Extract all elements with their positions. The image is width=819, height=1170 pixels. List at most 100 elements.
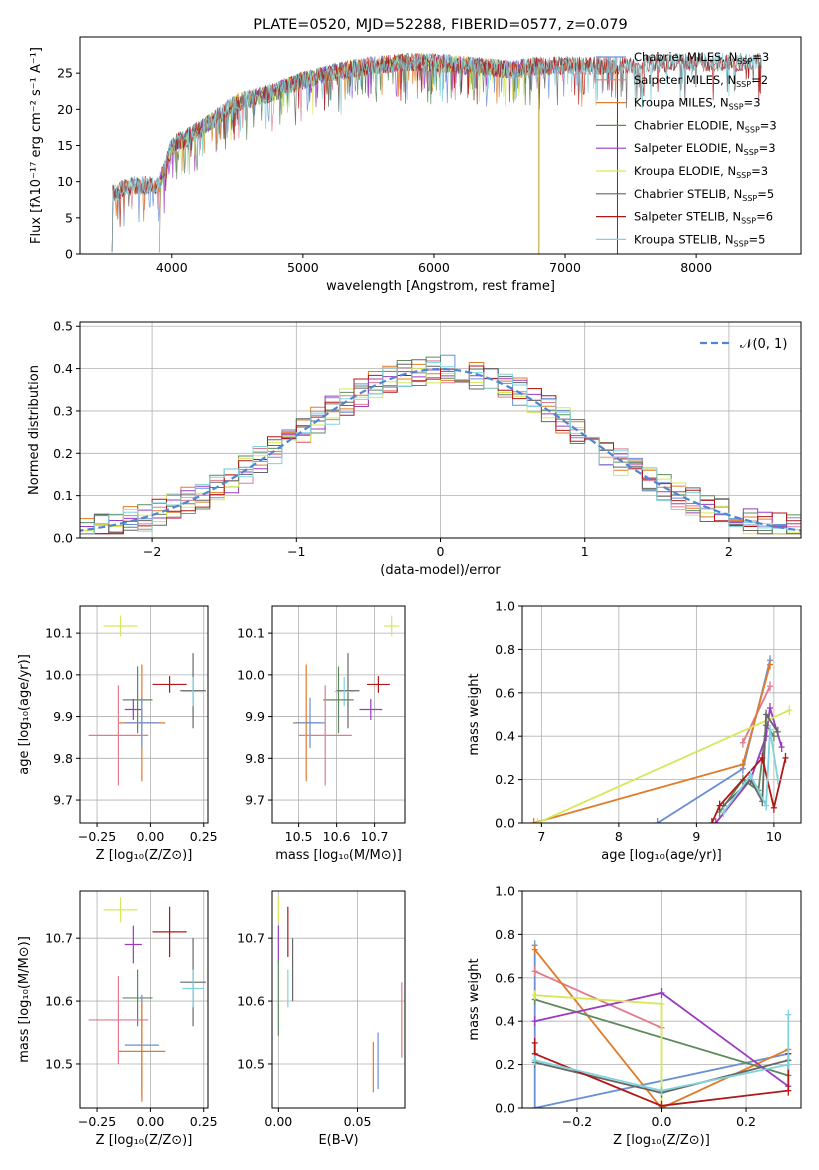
x-tick-label: 10.7 [361,829,389,844]
y-tick-label: 0.8 [495,927,515,942]
legend-nssp-value: 5 [758,232,765,246]
legend-label: Kroupa ELODIE [634,164,720,178]
legend-nssp-eq: = [757,187,767,201]
errorbar-point [182,969,204,1008]
y-tick-label: 10.0 [237,667,265,682]
errorbar-point [122,666,153,734]
y-tick-label: 10.1 [237,626,265,641]
legend-nssp-value: 6 [766,210,773,224]
legend-subscript: SSP [729,103,744,112]
legend-label: Salpeter MILES [634,73,720,87]
errorbar-point [298,685,352,786]
x-tick-label: −0.25 [78,829,116,844]
legend-subscript: SSP [737,57,752,66]
panel-mass_vs_Z: −0.25 0.00 0.25 10.5 10.6 10.7 Z [log₁₀(Z/Z⊙)]… [17,890,218,1148]
axes-frame [79,890,209,1109]
errorbar-point [88,975,149,1064]
legend-nssp-prefix: , N [728,141,744,155]
spectrum-line [111,52,762,253]
legend-nssp-value: 3 [761,164,768,178]
y-tick-label: 20 [57,102,73,117]
y-tick-label: 15 [57,138,73,153]
errorbar-point [334,676,354,707]
x-tick-label: −1 [287,544,305,559]
y-tick-label: 0.8 [495,642,515,657]
y-axis-label: mass [log₁₀(M/M⊙)] [17,936,32,1063]
legend-nssp-eq: = [756,210,766,224]
y-tick-label: 9.9 [245,709,265,724]
legend-label: Kroupa STELIB [634,232,718,246]
x-tick-label: 0.2 [736,1114,756,1129]
legend-nssp-prefix: , N [718,232,734,246]
legend-subscript: SSP [745,125,760,134]
legend-nssp-eq: = [749,232,759,246]
y-tick-label: 9.8 [245,751,265,766]
errorbar-point [359,699,383,720]
legend-entry: 𝒩(0, 1) [740,337,787,352]
x-axis-label: wavelength [Angstrom, rest frame] [326,279,555,294]
residual-histogram [80,361,801,535]
x-tick-label: 0 [437,544,445,559]
y-tick-label: 1.0 [495,599,515,614]
x-tick-label: 0.00 [136,1114,164,1129]
panel-mass_vs_ebv: 0.00 0.05 10.5 10.6 10.7 E(B-V) [237,890,406,1148]
x-tick-label: 10.6 [323,829,351,844]
legend-nssp-eq: = [751,73,761,87]
panel-age_vs_mass: 10.5 10.6 10.7 9.7 9.8 9.9 10.0 10.1 mass [log₁₀… [237,605,406,863]
y-tick-label: 0.6 [495,685,515,700]
x-tick-label: 8000 [680,260,712,275]
x-tick-label: 2 [725,544,733,559]
y-tick-label: 0.0 [495,1101,515,1116]
series-line [657,660,771,823]
legend-nssp-value: 3 [769,118,776,132]
legend-label: Salpeter STELIB [634,210,725,224]
plot-area [88,897,206,1102]
y-tick-label: 9.7 [245,793,265,808]
legend-nssp-eq: = [760,118,770,132]
spectrum-line [158,53,539,253]
legend-entry: Chabrier MILES, NSSP=3 [634,50,769,66]
panel-mass_weight_vs_age: 7 8 9 10 0.0 0.2 0.4 0.6 0.8 1.0 age [log₁₀(age/yr… [467,599,802,863]
axes-frame [521,605,802,824]
x-tick-label: −0.25 [78,1114,116,1129]
y-tick-label: 5 [65,210,73,225]
y-tick-label: 0.4 [495,729,515,744]
errorbar-point [103,615,138,637]
y-tick-label: 10.5 [237,1056,265,1071]
x-tick-label: 0.00 [136,829,164,844]
y-tick-label: 10.0 [45,667,73,682]
panel-residuals: −2 −1 0 1 2 0.0 0.1 0.2 0.3 0.4 0.5 (data-model)/er… [27,319,802,578]
legend-nssp-prefix: , N [729,118,745,132]
y-tick-label: 25 [57,66,73,81]
y-axis-label: Flux [fλ10⁻¹⁷ erg cm⁻² s⁻¹ A⁻¹] [29,47,44,244]
y-tick-label: 9.8 [53,751,73,766]
x-tick-label: 6000 [418,260,450,275]
y-tick-label: 0.4 [495,1014,515,1029]
legend-subscript: SSP [736,80,751,89]
x-tick-label: −2 [143,544,161,559]
y-tick-label: 0 [65,247,73,262]
axes-frame [79,321,802,539]
x-tick-label: 0.25 [190,1114,218,1129]
legend-nssp-eq: = [759,141,769,155]
legend-subscript: SSP [741,217,756,226]
legend-entry: Salpeter MILES, NSSP=2 [634,73,768,89]
y-tick-label: 0.2 [495,772,515,787]
errorbar-point [152,676,187,693]
errorbar-point [124,925,142,964]
y-tick-label: 10.1 [45,626,73,641]
legend-subscript: SSP [744,148,759,157]
y-tick-label: 0.5 [53,319,73,334]
x-axis-label: (data-model)/error [380,563,501,578]
y-tick-label: 9.9 [53,709,73,724]
plot-area [80,354,801,535]
legend-nssp-prefix: , N [713,96,729,110]
x-tick-label: 10.5 [285,829,313,844]
x-tick-label: 0.0 [652,1114,672,1129]
legend-nssp-prefix: , N [721,50,737,64]
legend-label: Kroupa MILES [634,96,713,110]
y-tick-label: 1.0 [495,884,515,899]
y-tick-label: 0.2 [495,1057,515,1072]
